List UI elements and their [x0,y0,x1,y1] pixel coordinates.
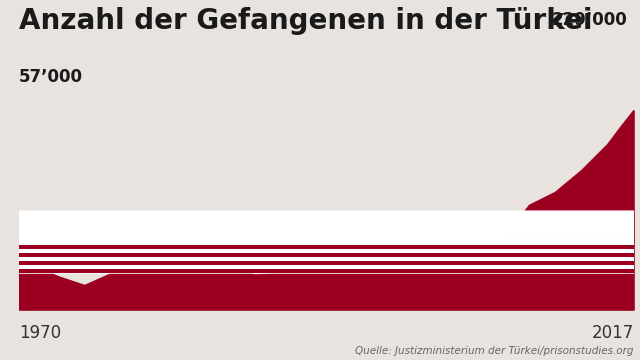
FancyBboxPatch shape [0,245,640,273]
FancyBboxPatch shape [0,239,640,248]
Text: 57’000: 57’000 [19,68,83,86]
Bar [0,269,640,273]
Ellipse shape [0,214,640,235]
FancyBboxPatch shape [0,211,640,216]
Bar [0,261,640,265]
Bar [0,253,640,257]
Bar [0,235,640,242]
Text: 229’000: 229’000 [552,11,627,29]
Text: Quelle: Justizministerium der Türkei/prisonstudies.org: Quelle: Justizministerium der Türkei/pri… [355,346,634,356]
Text: 1970: 1970 [19,324,61,342]
Text: 2017: 2017 [591,324,634,342]
Bar [0,245,640,249]
Text: Anzahl der Gefangenen in der Türkei: Anzahl der Gefangenen in der Türkei [19,7,593,35]
